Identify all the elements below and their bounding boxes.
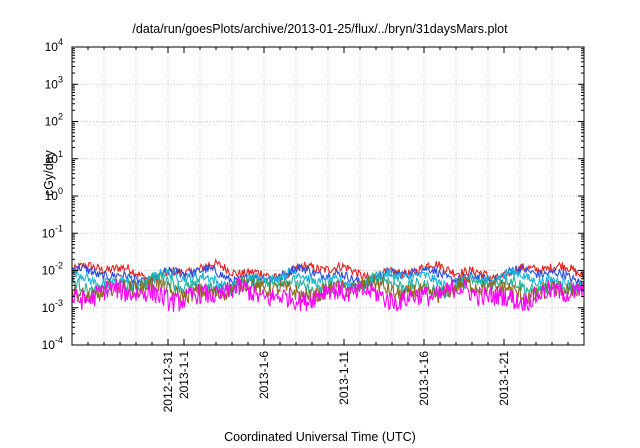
chart-title: /data/run/goesPlots/archive/2013-01-25/f… [132, 22, 508, 36]
y-tick-label: 10-1 [42, 223, 63, 240]
x-tick-label: 2013-1-1 [177, 351, 191, 399]
y-axis-label: cGy/day [42, 150, 56, 196]
x-tick-label: 2013-1-6 [257, 351, 271, 399]
x-axis-label: Coordinated Universal Time (UTC) [224, 430, 416, 444]
grid [72, 47, 584, 345]
series-line [71, 271, 585, 299]
y-tick-label: 10-4 [42, 335, 63, 352]
y-tick-label: 103 [45, 74, 63, 91]
y-tick-label: 102 [45, 112, 63, 129]
y-tick-label: 10-3 [42, 298, 63, 315]
y-tick-label: 10-2 [42, 261, 63, 278]
series-line [71, 277, 585, 312]
y-tick-label: 100 [45, 186, 63, 203]
series-line [71, 266, 585, 294]
y-axis: 10-4 10-3 10-2 10-1 100 101 102 103 104 [42, 37, 584, 352]
y-tick-label: 101 [45, 149, 63, 166]
series-group [71, 257, 585, 312]
x-axis: 2012-12-31 2013-1-1 2013-1-6 2013-1-11 2013-… [71, 47, 585, 413]
y-tick-label: 104 [45, 37, 63, 54]
x-tick-label: 2012-12-31 [161, 351, 175, 413]
x-tick-label: 2013-1-16 [417, 351, 431, 406]
x-tick-label: 2013-1-11 [337, 351, 351, 405]
x-tick-label: 2013-1-21 [497, 351, 511, 406]
